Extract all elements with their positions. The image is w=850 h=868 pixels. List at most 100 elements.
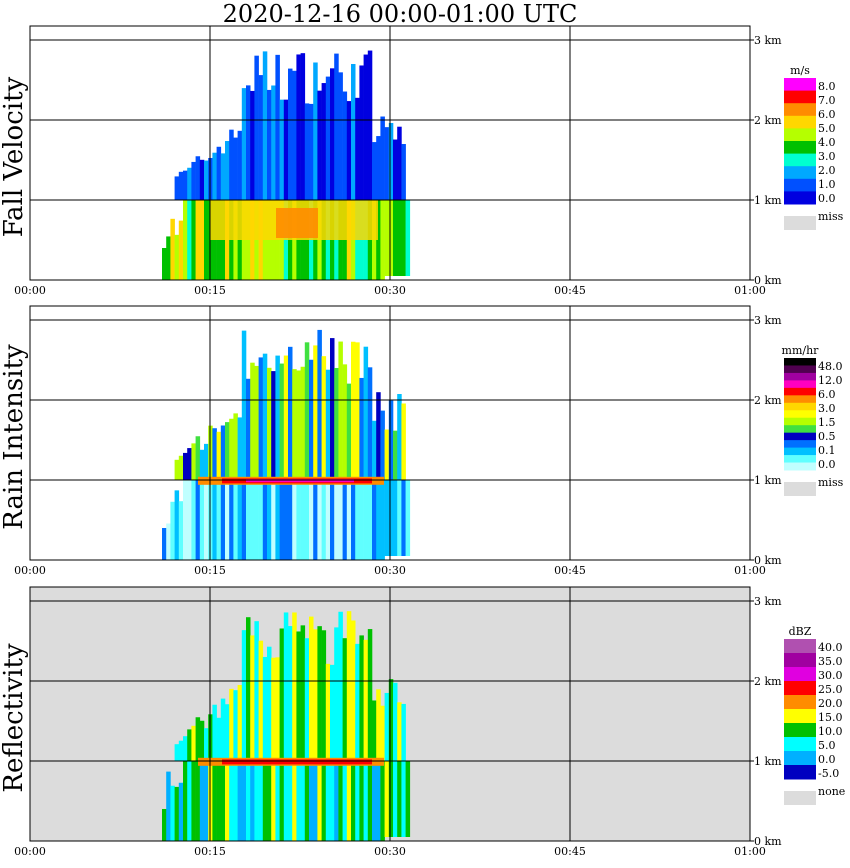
data-column [229,129,234,200]
data-column [283,612,289,761]
data-column [187,448,192,480]
data-column [393,430,398,480]
data-column [338,72,343,200]
panel-reflectivity: 00:00 00:15 00:30 00:45 01:000 km 1 km 2 km 3 k… [0,586,845,858]
data-column [170,785,175,841]
data-column [384,692,390,761]
data-column [397,126,402,200]
data-column [359,65,364,200]
data-column [279,99,285,200]
data-column [325,480,331,560]
legend-swatch [784,153,816,167]
legend-swatch [784,639,816,654]
data-column [225,141,230,200]
legend-swatch [784,723,816,738]
data-column [191,443,196,480]
data-column [376,392,381,480]
legend-value: 35.0 [818,655,843,668]
data-column [275,657,280,761]
legend-swatch [784,380,816,389]
data-column [401,703,406,761]
data-column [317,626,322,761]
data-column [288,480,293,560]
data-column [338,761,343,841]
y-tick-label: 2 km [754,394,782,407]
data-column [271,657,276,761]
data-column [187,480,192,560]
data-column [309,480,314,560]
data-column [313,761,318,841]
y-axis-label: Reflectivity [0,643,29,792]
legend-value: 0.0 [818,753,836,766]
data-column [300,761,306,841]
data-column [359,635,364,761]
legend-value: 6.0 [818,388,836,401]
data-column [283,355,289,480]
data-column [271,85,276,200]
legend-value: 1.0 [818,178,836,191]
data-column [296,761,301,841]
legend-value: 0.1 [818,444,836,457]
data-column [183,736,188,761]
data-column [380,116,385,200]
data-column [334,53,339,200]
data-column [258,75,264,200]
legend-value: 8.0 [818,80,836,93]
data-column [363,54,369,200]
data-column [250,362,255,480]
data-column [384,429,390,480]
legend-value: 25.0 [818,683,843,696]
data-column [262,480,268,560]
data-column [267,480,272,560]
data-column [233,480,238,560]
data-column [233,761,238,841]
data-column [321,83,327,200]
data-column [401,761,406,837]
bright-band [222,759,372,765]
legend-value: 3.0 [818,150,836,163]
y-axis-label: Fall Velocity [0,76,29,237]
data-column [359,761,364,841]
data-column [258,640,264,761]
data-column [283,99,289,200]
legend-swatch [784,440,816,449]
data-column [393,480,398,556]
data-column [225,480,230,560]
legend-swatch [784,462,816,471]
data-column [342,364,348,480]
data-column [309,359,314,480]
bright-band [246,479,354,483]
data-column [397,480,402,556]
legend-swatch [784,709,816,724]
legend-swatch [784,751,816,766]
data-column [393,682,398,761]
y-tick-label: 3 km [754,34,782,47]
legend-swatch [784,78,816,92]
data-column [304,342,310,480]
data-column [178,501,184,560]
data-column [292,761,297,841]
data-column [271,371,276,480]
data-column [212,152,217,200]
data-column [330,761,335,841]
data-column [367,480,373,560]
data-column [346,480,352,560]
data-column [325,761,331,841]
legend-missing-label: miss [818,210,844,223]
data-column [279,628,285,761]
data-column [254,365,259,480]
x-tick-label: 00:15 [194,845,226,858]
data-column [313,62,318,200]
legend-swatch [784,365,816,374]
data-column [401,144,406,200]
legend-swatch [784,90,816,104]
data-column [262,656,268,761]
data-column [351,480,356,560]
data-column [174,459,180,480]
legend-swatch [784,765,816,780]
data-column [250,480,255,560]
data-column [321,630,327,761]
data-column [199,449,205,480]
data-column [178,740,184,761]
data-column [191,761,196,841]
